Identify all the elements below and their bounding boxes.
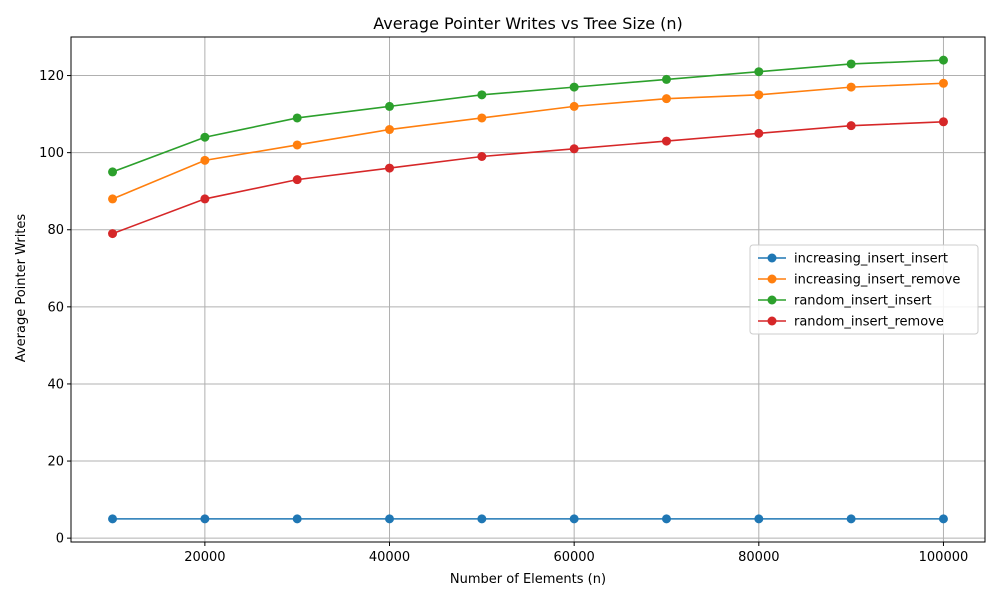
legend-marker	[767, 295, 777, 305]
legend-label: increasing_insert_remove	[794, 273, 960, 288]
data-point	[569, 82, 579, 92]
data-point	[569, 144, 579, 154]
data-point	[108, 167, 118, 177]
legend-item: random_insert_remove	[758, 315, 944, 330]
series-random_insert_insert	[108, 55, 948, 177]
data-point	[292, 514, 302, 524]
data-point	[108, 194, 118, 204]
series-line	[112, 82, 944, 200]
data-point	[846, 59, 856, 69]
data-point	[846, 514, 856, 524]
data-point	[292, 175, 302, 185]
data-point	[292, 113, 302, 123]
data-point	[200, 194, 210, 204]
x-tick-label: 60000	[553, 550, 594, 565]
y-tick-label: 40	[47, 377, 64, 392]
data-point	[477, 514, 487, 524]
y-tick-label: 60	[47, 300, 64, 315]
data-point	[292, 140, 302, 150]
x-tick-label: 80000	[738, 550, 779, 565]
data-point	[938, 55, 948, 65]
data-point	[385, 125, 395, 135]
y-tick-label: 0	[56, 532, 64, 547]
ticks: 20000 40000 60000 80000 100000 0 20 40 60 80 100 12…	[39, 69, 968, 565]
data-point	[661, 136, 671, 146]
y-tick-label: 20	[47, 455, 64, 470]
legend-box	[749, 244, 979, 335]
x-tick-label: 100000	[919, 550, 969, 565]
series-line	[112, 121, 944, 235]
data-point	[200, 132, 210, 142]
y-tick-label: 80	[47, 223, 64, 238]
legend-item: increasing_insert_remove	[758, 273, 960, 288]
y-axis-label: Average Pointer Writes	[14, 214, 29, 363]
legend-label: random_insert_insert	[794, 294, 932, 309]
legend-marker	[767, 274, 777, 284]
data-point	[754, 514, 764, 524]
data-point	[200, 155, 210, 165]
series-layer	[108, 55, 948, 524]
data-point	[477, 90, 487, 100]
legend-label: random_insert_remove	[794, 315, 944, 330]
y-tick-label: 120	[39, 69, 64, 84]
data-point	[385, 101, 395, 111]
data-point	[754, 128, 764, 138]
data-point	[569, 514, 579, 524]
data-point	[661, 94, 671, 104]
legend-label: increasing_insert_insert	[794, 252, 948, 267]
data-point	[938, 514, 948, 524]
data-point	[661, 74, 671, 84]
data-point	[108, 514, 118, 524]
data-point	[385, 163, 395, 173]
series-line	[112, 59, 944, 173]
data-point	[477, 152, 487, 162]
x-axis-label: Number of Elements (n)	[450, 572, 606, 587]
chart-title: Average Pointer Writes vs Tree Size (n)	[373, 14, 683, 33]
legend-marker	[767, 316, 777, 326]
plot-frame	[70, 36, 986, 543]
data-point	[846, 82, 856, 92]
series-increasing_insert_remove	[108, 78, 948, 204]
legend-marker	[767, 253, 777, 263]
legend-item: increasing_insert_insert	[758, 252, 948, 267]
data-point	[569, 101, 579, 111]
data-point	[938, 78, 948, 88]
data-point	[661, 514, 671, 524]
data-point	[938, 117, 948, 127]
data-point	[846, 121, 856, 131]
data-point	[754, 67, 764, 77]
x-tick-label: 20000	[184, 550, 225, 565]
x-tick-label: 40000	[369, 550, 410, 565]
series-increasing_insert_insert	[108, 514, 948, 524]
data-point	[477, 113, 487, 123]
y-tick-label: 100	[39, 146, 64, 161]
legend: increasing_insert_insert increasing_inser…	[749, 244, 979, 335]
data-point	[385, 514, 395, 524]
data-point	[108, 229, 118, 239]
data-point	[200, 514, 210, 524]
legend-item: random_insert_insert	[758, 294, 932, 309]
series-random_insert_remove	[108, 117, 948, 239]
data-point	[754, 90, 764, 100]
